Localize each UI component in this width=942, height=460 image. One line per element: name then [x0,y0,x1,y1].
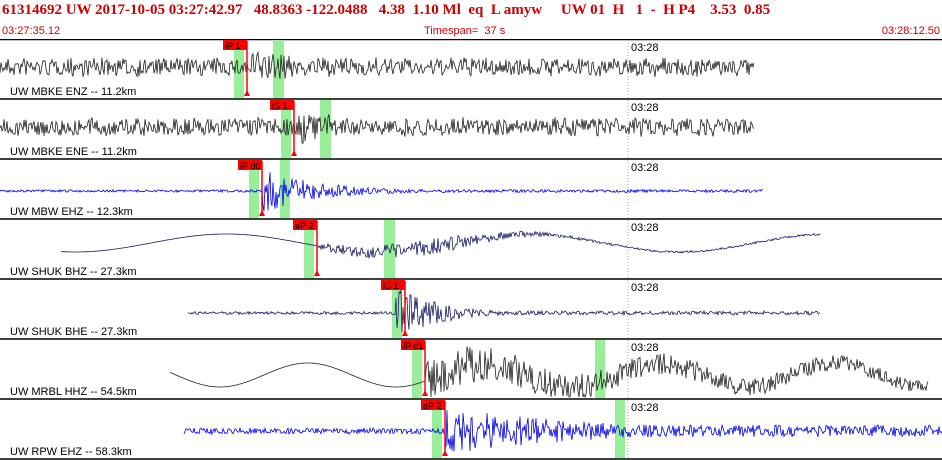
pick-label: iP d0 [240,161,260,171]
pick-label: iP d1 [403,341,423,351]
station-label: UW MRBL HHZ -- 54.5km [10,386,137,398]
pick-label: iS 1 [383,281,399,291]
pick-flag[interactable] [401,340,425,350]
pick-band [304,220,314,278]
minute-label: 03:28 [631,42,659,54]
pick-band [249,160,259,218]
window-end-time: 03:28:12.50 [881,25,940,37]
pick-flag[interactable] [293,220,317,230]
seismogram-trace[interactable] [60,230,821,259]
pick-label: iP 1 [225,41,240,51]
waveform-panels[interactable]: 03:28 iP 1 UW MBKE ENZ -- 11.2km 03:28 iS 1 U… [0,39,942,460]
pick-marker-icon [442,450,448,456]
timespan-label: Timespan= 37 s [424,25,506,37]
pick-flag[interactable] [421,400,445,410]
event-summary: 61314692 UW 2017-10-05 03:27:42.97 48.83… [2,2,771,18]
seismogram-trace[interactable] [0,172,763,212]
pick-marker-icon [291,150,297,156]
pick-marker-icon [314,270,320,276]
seismogram-trace[interactable] [187,290,821,333]
waveform-canvas[interactable]: 03:28 iP 1 UW MBKE ENZ -- 11.2km 03:28 iS 1 U… [0,39,942,460]
station-label: UW MBKE ENE -- 11.2km [10,146,137,158]
minute-label: 03:28 [631,102,659,114]
seismogram-trace[interactable] [183,410,942,452]
pick-band [432,400,442,458]
pick-label: eP 2 [423,401,441,411]
pick-flag[interactable] [381,280,405,290]
pick-flag[interactable] [223,40,247,50]
pick-band [234,40,244,98]
seismogram-trace[interactable] [0,114,755,145]
pick-band [615,400,625,458]
pick-band [595,340,605,398]
seismogram-trace[interactable] [169,346,929,399]
pick-marker-icon [244,90,250,96]
pick-marker-icon [402,330,408,336]
minute-label: 03:28 [631,282,659,294]
pick-flag[interactable] [238,160,262,170]
pick-band [384,220,395,278]
event-header: 61314692 UW 2017-10-05 03:27:42.97 48.83… [0,0,942,40]
station-label: UW SHUK BHE -- 27.3km [10,326,137,338]
pick-band [320,100,331,158]
station-label: UW SHUK BHZ -- 27.3km [10,266,137,278]
pick-label: iS 1 [272,101,288,111]
station-label: UW MBKE ENZ -- 11.2km [10,86,136,98]
station-label: UW RPW EHZ -- 58.3km [10,446,132,458]
pick-marker-icon [422,390,428,396]
station-label: UW MBW EHZ -- 12.3km [10,206,133,218]
pick-band [412,340,422,398]
minute-label: 03:28 [631,342,659,354]
minute-label: 03:28 [631,222,659,234]
pick-label: eP 2 [295,221,313,231]
pick-band [392,280,402,338]
pick-marker-icon [259,210,265,216]
seismogram-trace[interactable] [0,50,755,79]
minute-label: 03:28 [631,162,659,174]
window-start-time: 03:27:35.12 [2,25,61,37]
minute-label: 03:28 [631,402,659,414]
pick-flag[interactable] [270,100,294,110]
